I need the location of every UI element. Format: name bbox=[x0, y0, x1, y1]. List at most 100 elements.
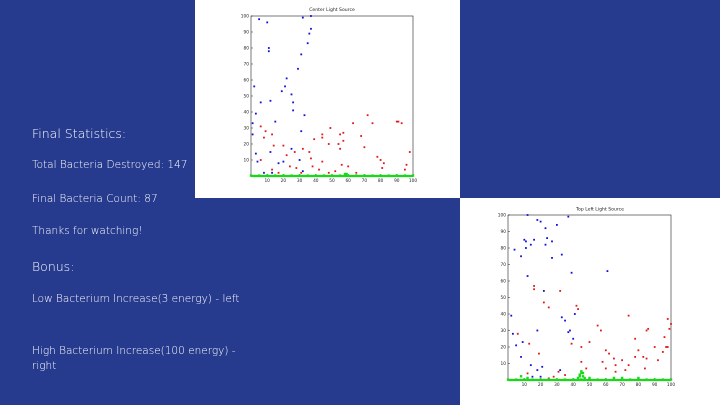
center-blue-point bbox=[267, 50, 270, 53]
center-red-point bbox=[405, 163, 408, 166]
center-red-point bbox=[310, 157, 312, 160]
top-left-blue-point bbox=[513, 248, 516, 251]
center-blue-point bbox=[290, 147, 293, 150]
top-left-blue-point bbox=[544, 243, 547, 246]
top-left-blue-point bbox=[541, 365, 544, 368]
top-left-blue-point bbox=[551, 240, 553, 243]
center-green-point bbox=[387, 174, 390, 177]
top-left-blue-point bbox=[533, 238, 535, 241]
center-red-point bbox=[271, 133, 273, 136]
top-left-blue-point bbox=[531, 375, 534, 378]
top-left-blue-point bbox=[570, 271, 573, 274]
high-increase-line: High Bacterium Increase(100 energy) - ri… bbox=[32, 345, 236, 372]
top-left-blue-point bbox=[536, 219, 539, 221]
center-y-tick-label: 80 bbox=[244, 46, 250, 52]
center-red-point bbox=[366, 114, 369, 117]
center-red-point bbox=[300, 171, 303, 174]
top-left-blue-point bbox=[567, 215, 570, 218]
center-blue-point bbox=[258, 18, 260, 21]
top-left-chart-title: Top Left Light Source bbox=[575, 207, 624, 213]
top-left-red-point bbox=[653, 346, 656, 348]
top-left-red-point bbox=[627, 364, 630, 367]
top-left-x-tick-label: 20 bbox=[538, 382, 544, 388]
center-red-point bbox=[381, 167, 384, 169]
top-left-green-point bbox=[645, 378, 648, 381]
top-left-red-point bbox=[526, 372, 529, 375]
center-red-point bbox=[342, 131, 345, 134]
top-left-red-point bbox=[580, 360, 583, 363]
top-left-blue-point bbox=[572, 337, 575, 340]
top-left-blue-point bbox=[510, 314, 513, 317]
center-red-point bbox=[288, 165, 291, 168]
center-green-point bbox=[395, 174, 398, 177]
top-left-green-point bbox=[539, 378, 542, 381]
top-left-y-tick-label: 50 bbox=[501, 295, 507, 301]
low-increase-line: Low Bacterium Increase(3 energy) - left bbox=[32, 293, 240, 305]
top-left-blue-point bbox=[560, 316, 563, 319]
center-blue-point bbox=[285, 77, 288, 80]
center-x-tick-label: 30 bbox=[297, 178, 303, 184]
center-red-point bbox=[301, 147, 304, 150]
center-red-point bbox=[340, 163, 343, 166]
center-blue-point bbox=[301, 170, 304, 173]
top-left-blue-point bbox=[526, 275, 529, 277]
center-green-point bbox=[379, 174, 382, 177]
top-left-red-point bbox=[644, 367, 646, 370]
center-green-point bbox=[345, 172, 348, 176]
top-left-green-point bbox=[661, 378, 665, 381]
top-left-red-point bbox=[647, 327, 650, 330]
top-left-red-point bbox=[575, 304, 578, 307]
top-left-y-tick-label: 90 bbox=[501, 229, 507, 235]
top-left-blue-point bbox=[529, 364, 532, 367]
top-left-x-tick-label: 90 bbox=[652, 382, 658, 388]
center-red-point bbox=[347, 165, 350, 168]
top-left-y-tick-label: 60 bbox=[501, 279, 507, 285]
top-left-red-point bbox=[634, 356, 637, 358]
center-blue-point bbox=[269, 151, 272, 153]
center-red-point bbox=[382, 162, 385, 165]
center-green-point bbox=[266, 174, 269, 177]
top-left-chart-panel: Top Left Light Source 10 20 30 40 50 60 70 80 90… bbox=[460, 198, 720, 405]
center-blue-point bbox=[310, 27, 312, 30]
top-left-red-point bbox=[666, 346, 669, 348]
top-left-green-point bbox=[555, 378, 559, 381]
top-left-red-point bbox=[547, 306, 550, 309]
center-red-point bbox=[321, 136, 324, 139]
top-left-red-point bbox=[559, 290, 562, 292]
center-green-point bbox=[371, 174, 374, 177]
center-blue-point bbox=[254, 112, 257, 115]
top-left-red-point bbox=[533, 285, 535, 287]
center-red-point bbox=[311, 165, 314, 168]
top-left-green-point bbox=[620, 378, 624, 381]
top-left-red-point bbox=[645, 329, 648, 332]
top-left-red-point bbox=[528, 342, 531, 345]
center-blue-point bbox=[303, 114, 306, 117]
top-left-red-point bbox=[588, 341, 591, 343]
center-x-tick-label: 60 bbox=[345, 178, 351, 184]
center-red-point bbox=[263, 136, 265, 139]
top-left-green-point bbox=[514, 378, 518, 381]
top-left-red-point bbox=[542, 301, 545, 304]
center-red-point bbox=[404, 168, 406, 171]
top-left-red-point bbox=[608, 352, 610, 355]
top-left-red-point bbox=[596, 324, 599, 327]
center-y-tick-label: 100 bbox=[241, 14, 249, 20]
center-blue-point bbox=[263, 171, 265, 174]
top-left-green-point bbox=[563, 378, 567, 381]
center-blue-point bbox=[310, 15, 312, 17]
center-red-point bbox=[327, 143, 330, 145]
bacteria-destroyed-line: Total Bacteria Destroyed: 147 bbox=[32, 159, 188, 171]
top-left-x-tick-label: 50 bbox=[587, 382, 593, 388]
final-statistics-heading: Final Statistics: bbox=[32, 126, 127, 141]
center-x-tick-label: 50 bbox=[329, 178, 335, 184]
top-left-blue-point bbox=[520, 255, 522, 258]
center-light-source-chart: Center Light Source 10 20 30 40 50 60 70 80 90 10… bbox=[241, 7, 418, 184]
center-chart-title: Center Light Source bbox=[309, 7, 355, 13]
top-left-green-point bbox=[580, 370, 583, 373]
center-x-tick-label: 10 bbox=[264, 178, 270, 184]
top-left-red-point bbox=[657, 359, 659, 362]
center-y-tick-label: 90 bbox=[244, 30, 250, 36]
center-blue-point bbox=[300, 130, 303, 133]
top-left-blue-point bbox=[551, 257, 553, 259]
center-green-point bbox=[274, 174, 277, 177]
